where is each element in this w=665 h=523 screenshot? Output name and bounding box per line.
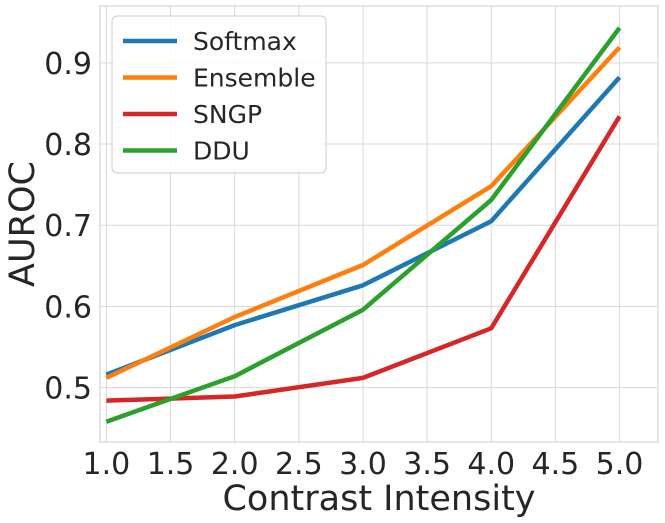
y-tick-label: 0.5 bbox=[44, 372, 92, 407]
x-tick-label: 1.5 bbox=[147, 447, 195, 482]
x-tick-label: 1.0 bbox=[83, 447, 131, 482]
y-tick-label: 0.7 bbox=[44, 209, 92, 244]
x-tick-label: 2.0 bbox=[211, 447, 259, 482]
x-tick-label: 5.0 bbox=[596, 447, 644, 482]
legend-label-sngp: SNGP bbox=[193, 100, 262, 129]
y-axis-label: AUROC bbox=[3, 161, 43, 287]
y-tick-label: 0.6 bbox=[44, 290, 92, 325]
series-line-softmax bbox=[105, 75, 622, 377]
y-tick-label: 0.9 bbox=[44, 47, 92, 82]
series-line-ddu bbox=[105, 26, 622, 424]
series-line-sngp bbox=[106, 115, 622, 403]
legend-items: Softmax Ensemble SNGP DDU bbox=[123, 27, 316, 166]
legend-box bbox=[111, 15, 327, 174]
x-tick-label: 4.0 bbox=[467, 447, 515, 482]
legend: Softmax Ensemble SNGP DDU bbox=[111, 15, 327, 174]
y-tick-labels: 0.5 0.6 0.7 0.8 0.9 bbox=[44, 47, 92, 407]
y-tick-label: 0.8 bbox=[44, 128, 92, 163]
x-tick-label: 3.0 bbox=[339, 447, 387, 482]
legend-label-ensemble: Ensemble bbox=[193, 64, 316, 93]
x-tick-label: 2.5 bbox=[275, 447, 323, 482]
legend-label-softmax: Softmax bbox=[193, 27, 297, 56]
x-tick-label: 3.5 bbox=[403, 447, 451, 482]
x-tick-label: 4.5 bbox=[532, 447, 580, 482]
legend-label-ddu: DDU bbox=[193, 137, 250, 166]
x-tick-labels: 1.0 1.5 2.0 2.5 3.0 3.5 4.0 4.5 5.0 bbox=[83, 447, 644, 482]
x-axis-label: Contrast Intensity bbox=[222, 479, 535, 519]
series-lines bbox=[105, 26, 622, 424]
